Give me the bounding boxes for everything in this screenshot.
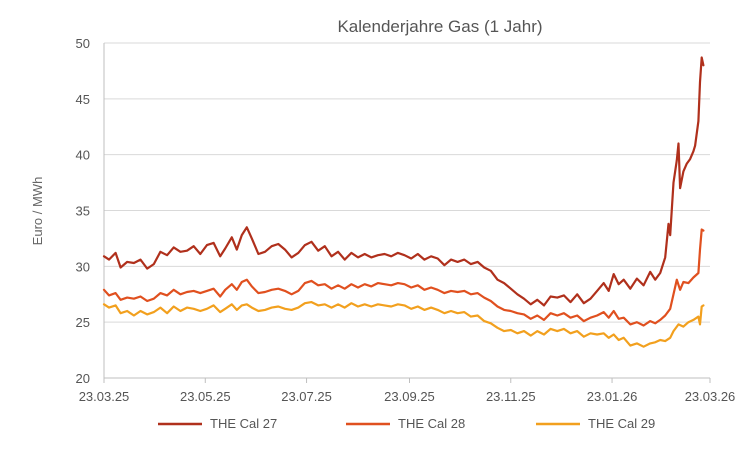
x-tick-label: 23.03.25 xyxy=(79,389,130,404)
y-tick-label: 40 xyxy=(76,148,90,163)
axes: 20 25 30 35 40 45 50 23.03.25 23.05.25 23.07.25 23… xyxy=(76,36,736,404)
legend-label: THE Cal 28 xyxy=(398,416,465,431)
y-axis-label: Euro / MWh xyxy=(30,177,45,246)
series-lines xyxy=(102,56,705,348)
x-tick-label: 23.01.26 xyxy=(587,389,638,404)
x-tick-label: 23.05.25 xyxy=(180,389,231,404)
y-tick-label: 30 xyxy=(76,259,90,274)
series-line-the-cal-29 xyxy=(102,301,705,348)
x-tick-label: 23.03.26 xyxy=(685,389,736,404)
legend-item: THE Cal 27 xyxy=(158,416,277,431)
x-tick-label: 23.11.25 xyxy=(486,389,536,404)
series-line-the-cal-28 xyxy=(102,228,705,327)
series-line-the-cal-27 xyxy=(102,56,705,307)
y-tick-label: 50 xyxy=(76,36,90,51)
chart-title: Kalenderjahre Gas (1 Jahr) xyxy=(337,17,542,36)
x-tick-label: 23.07.25 xyxy=(281,389,332,404)
legend-label: THE Cal 29 xyxy=(588,416,655,431)
grid-lines xyxy=(104,42,710,323)
y-tick-label: 25 xyxy=(76,315,90,330)
legend-item: THE Cal 28 xyxy=(346,416,465,431)
legend: THE Cal 27 THE Cal 28 THE Cal 29 xyxy=(158,416,655,431)
y-tick-label: 45 xyxy=(76,92,90,107)
legend-item: THE Cal 29 xyxy=(536,416,655,431)
y-tick-label: 20 xyxy=(76,371,90,386)
legend-label: THE Cal 27 xyxy=(210,416,277,431)
y-tick-label: 35 xyxy=(76,204,90,219)
x-tick-label: 23.09.25 xyxy=(384,389,435,404)
